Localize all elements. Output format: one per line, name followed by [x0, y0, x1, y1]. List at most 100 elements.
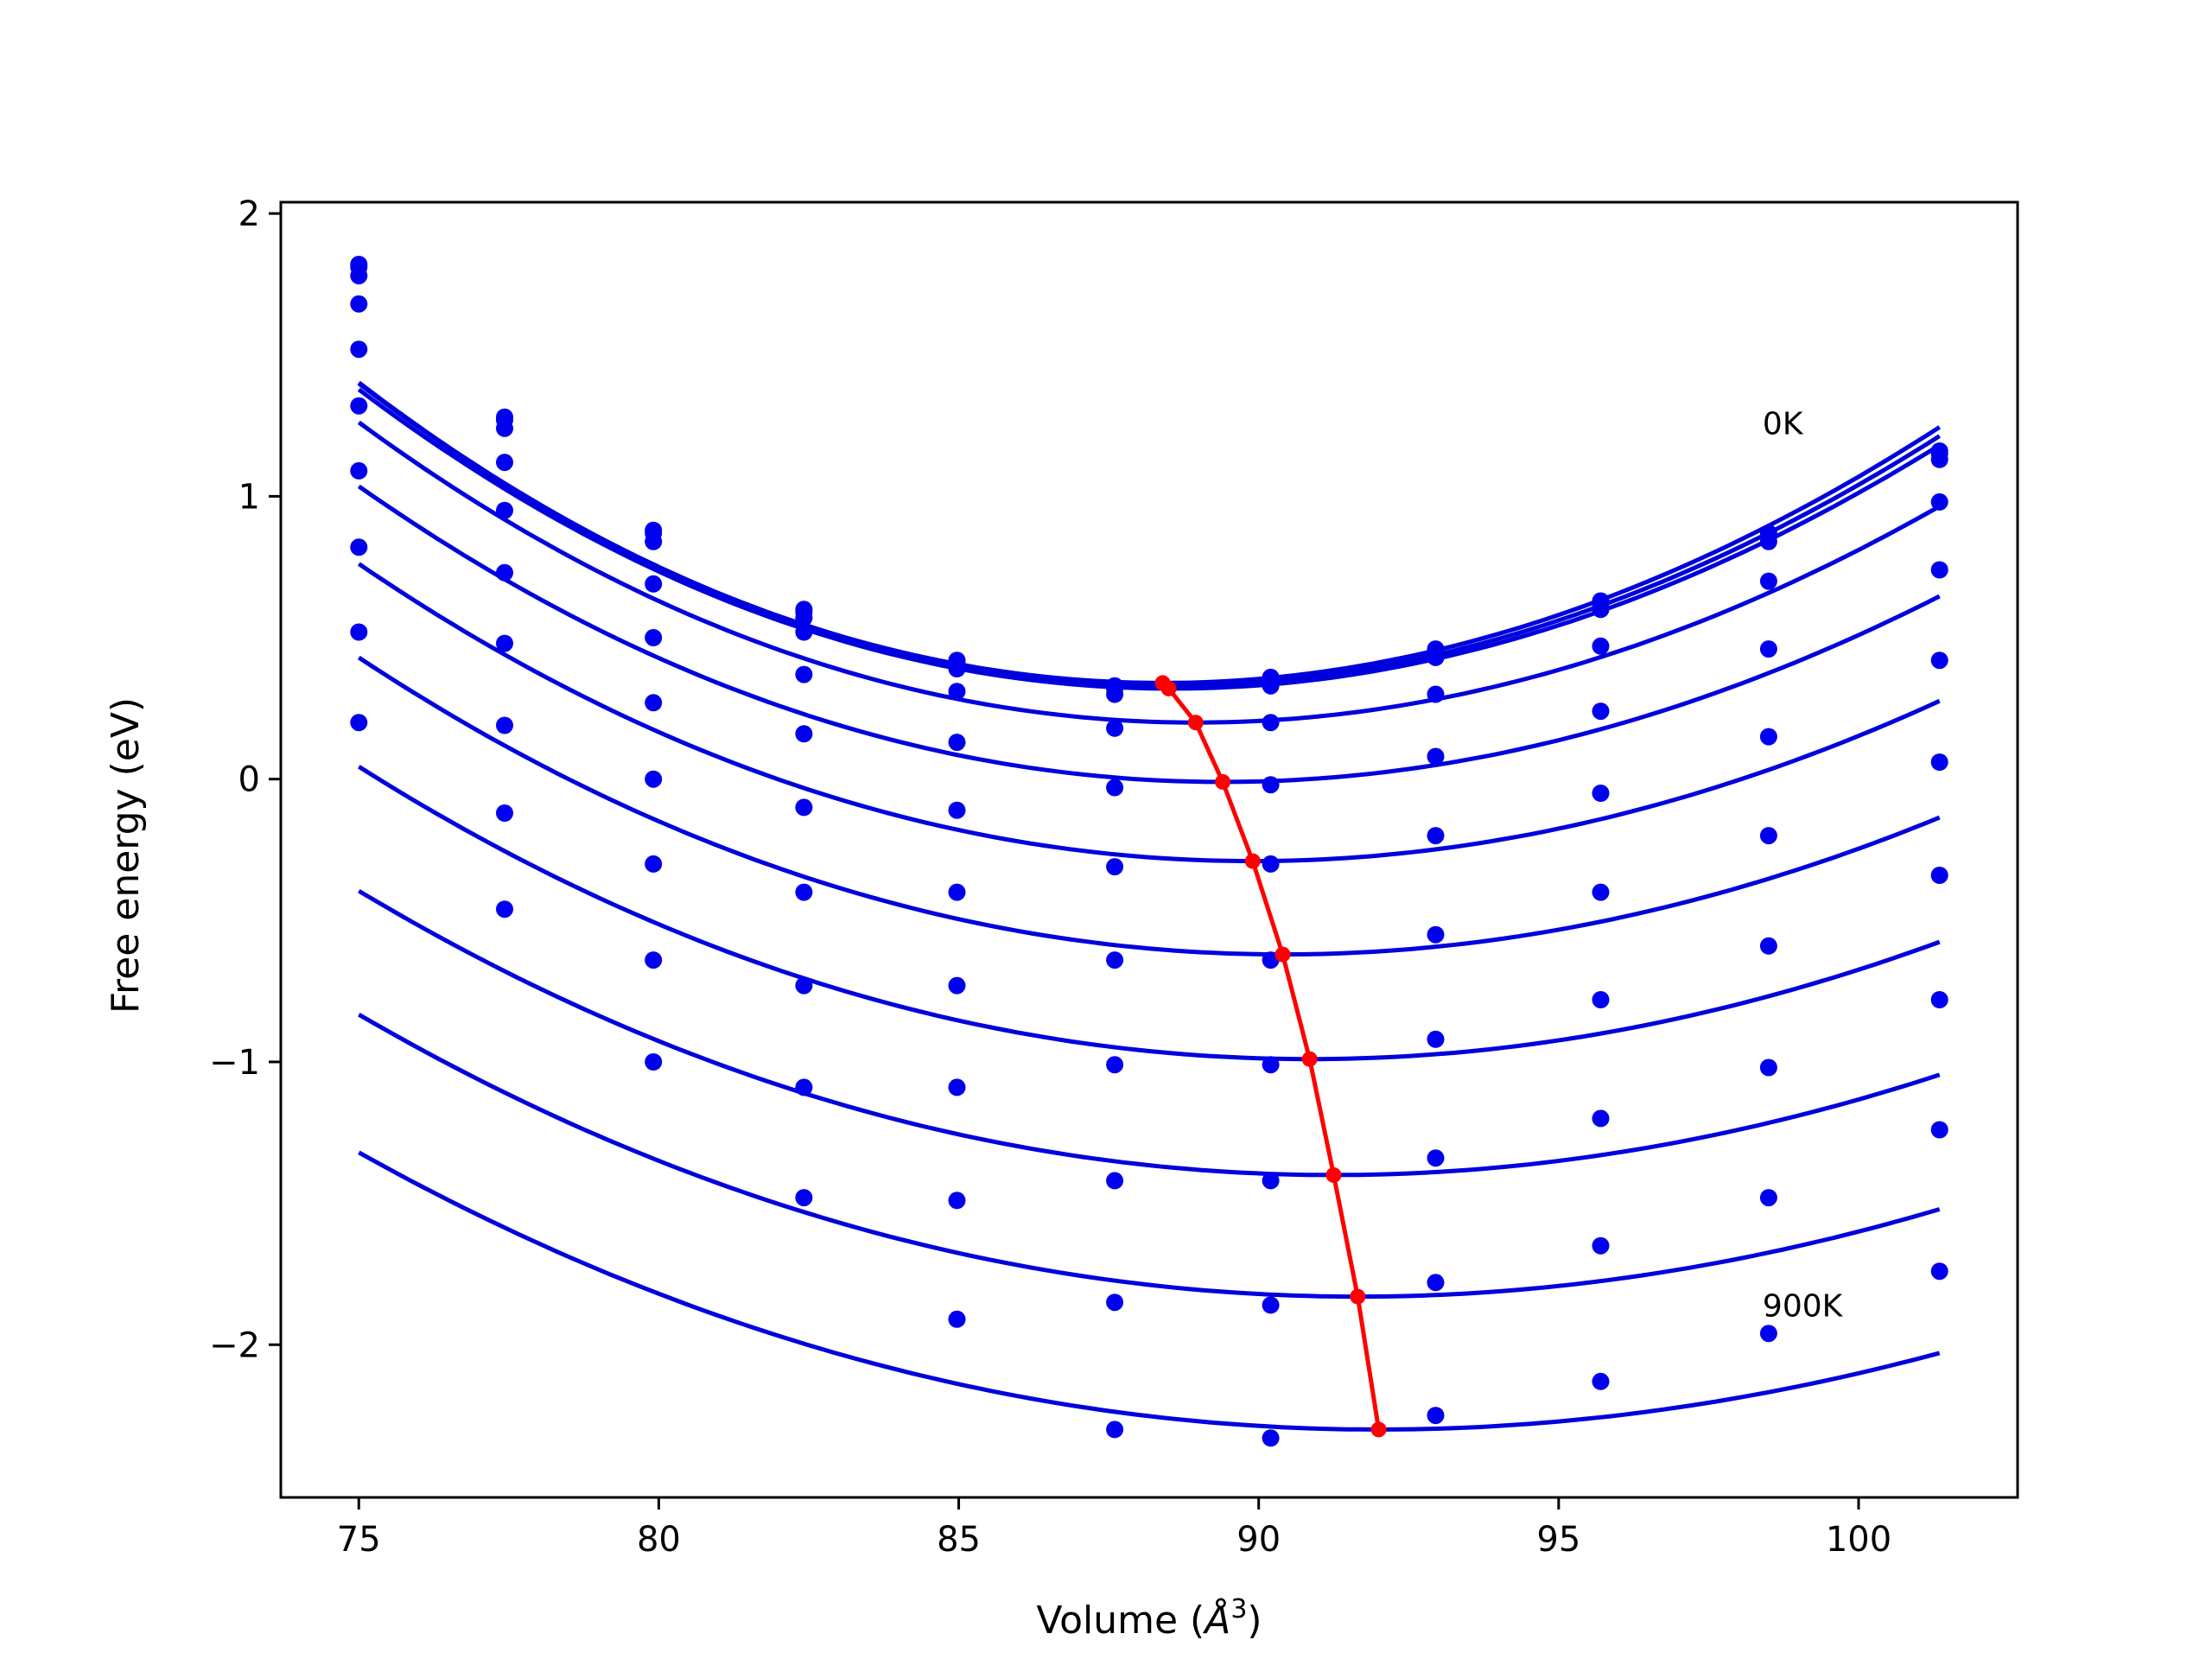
data-point — [948, 883, 966, 901]
data-point — [1262, 951, 1280, 969]
data-point — [1592, 1109, 1610, 1128]
data-point — [350, 623, 368, 641]
y-tick-label: 2 — [238, 194, 260, 234]
y-tick-label: −1 — [209, 1043, 260, 1083]
data-point — [1427, 1274, 1445, 1292]
data-point — [1759, 1058, 1777, 1077]
minimum-path — [1154, 675, 1387, 1438]
data-point — [1262, 1296, 1280, 1314]
data-point — [645, 694, 663, 712]
data-point — [496, 563, 513, 582]
y-axis-label: Free energy (eV) — [104, 697, 148, 1014]
data-point — [948, 1192, 966, 1210]
data-point — [1592, 785, 1610, 802]
data-point — [496, 900, 513, 918]
data-point — [1930, 561, 1948, 579]
x-tick-label: 85 — [937, 1520, 981, 1560]
data-point — [1930, 493, 1948, 511]
data-point — [645, 532, 663, 550]
data-point — [1759, 532, 1777, 550]
data-point — [1262, 776, 1280, 794]
minimum-point — [1187, 715, 1204, 731]
data-point — [496, 634, 513, 652]
minimum-point — [1350, 1288, 1366, 1305]
y-axis-ticks: 2 1 0 −1 −2 — [209, 194, 281, 1365]
data-point — [948, 660, 966, 677]
data-point — [795, 1189, 813, 1207]
data-point — [645, 951, 663, 969]
data-point — [350, 397, 368, 415]
data-point — [795, 1078, 813, 1096]
data-point — [948, 1078, 966, 1096]
data-point — [496, 454, 513, 472]
x-tick-label: 95 — [1536, 1520, 1580, 1560]
data-point — [1592, 601, 1610, 619]
data-point — [1106, 858, 1124, 876]
fit-curve — [358, 888, 1941, 1178]
data-point — [350, 714, 368, 732]
x-tick-label: 75 — [337, 1520, 381, 1560]
data-point — [1106, 1172, 1124, 1190]
data-point — [1759, 1189, 1777, 1207]
y-tick-label: 0 — [238, 760, 260, 800]
data-point — [1759, 937, 1777, 955]
data-point — [1759, 827, 1777, 845]
data-point — [948, 801, 966, 819]
data-point — [1427, 648, 1445, 666]
data-point — [948, 683, 966, 701]
data-point — [1106, 719, 1124, 737]
data-point — [1262, 855, 1280, 873]
minimum-point — [1370, 1421, 1387, 1438]
minimum-point — [1325, 1166, 1342, 1183]
data-point — [496, 804, 513, 822]
data-point — [645, 575, 663, 593]
annotations: 0K 900K — [1763, 406, 1844, 1324]
data-point — [795, 609, 813, 627]
data-point — [350, 461, 368, 480]
data-point — [1106, 951, 1124, 969]
data-point — [795, 883, 813, 901]
fit-curve — [357, 655, 1941, 957]
y-tick-label: −2 — [209, 1325, 260, 1365]
data-point — [1759, 572, 1777, 590]
fit-curve — [358, 1013, 1941, 1300]
fit-curve — [357, 381, 1942, 689]
data-point — [1262, 714, 1280, 732]
minimum-point — [1301, 1051, 1318, 1067]
x-tick-label: 80 — [637, 1520, 681, 1560]
minimum-point — [1215, 773, 1231, 790]
fit-curve — [357, 387, 1942, 691]
data-point — [496, 501, 513, 519]
curve-annotation: 900K — [1763, 1289, 1844, 1325]
data-point — [1106, 1294, 1124, 1312]
minimum-point — [1160, 680, 1177, 696]
data-point — [795, 798, 813, 817]
data-point — [350, 538, 368, 556]
data-point — [496, 716, 513, 734]
data-point — [1592, 883, 1610, 901]
y-tick-label: 1 — [238, 477, 260, 517]
data-point — [1759, 640, 1777, 658]
data-point — [1262, 677, 1280, 695]
data-point — [496, 419, 513, 437]
fit-curve — [357, 562, 1941, 864]
data-point — [1106, 1421, 1124, 1439]
x-tick-label: 100 — [1826, 1520, 1891, 1560]
data-point — [1759, 1325, 1777, 1343]
data-point — [1930, 867, 1948, 884]
data-point — [350, 295, 368, 313]
data-point — [1592, 637, 1610, 655]
data-point — [795, 725, 813, 743]
data-point — [1427, 747, 1445, 766]
minimum-line — [1160, 681, 1382, 1430]
data-point — [1930, 1121, 1948, 1139]
x-tick-label: 90 — [1236, 1520, 1281, 1560]
data-point — [1262, 1172, 1280, 1190]
data-point — [645, 629, 663, 646]
data-point — [1930, 1262, 1948, 1281]
data-point — [948, 734, 966, 752]
data-point — [1930, 652, 1948, 670]
data-point — [1930, 753, 1948, 771]
data-point — [350, 340, 368, 359]
fit-curve — [357, 765, 1941, 1062]
